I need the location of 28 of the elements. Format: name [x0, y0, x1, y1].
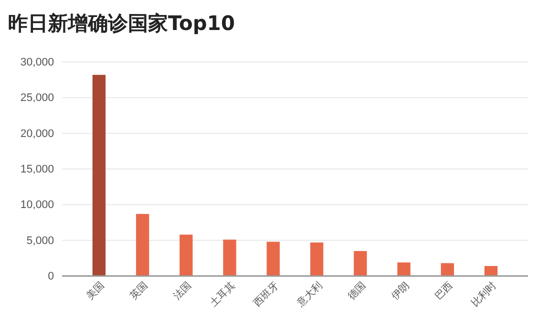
chart-title: 昨日新增确诊国家Top10 — [8, 11, 235, 35]
bar — [440, 263, 454, 276]
x-tick-label: 比利时 — [469, 280, 499, 310]
bar — [310, 242, 324, 276]
x-tick-label: 巴西 — [433, 280, 456, 302]
x-tick-label: 伊朗 — [389, 280, 412, 302]
x-tick-label: 意大利 — [294, 280, 325, 310]
bar — [136, 214, 150, 276]
y-tick-label: 30,000 — [20, 56, 54, 69]
y-tick-label: 25,000 — [20, 92, 54, 104]
bar — [354, 251, 367, 276]
x-tick-label: 英国 — [128, 280, 150, 302]
bar — [92, 74, 106, 276]
bar — [180, 234, 193, 276]
bar — [223, 240, 236, 276]
bar — [397, 262, 410, 276]
y-tick-label: 0 — [48, 270, 54, 283]
y-tick-label: 20,000 — [20, 128, 54, 140]
y-tick-label: 10,000 — [20, 199, 54, 212]
x-tick-label: 西班牙 — [251, 280, 281, 310]
bar — [484, 266, 498, 276]
x-tick-label: 德国 — [346, 280, 368, 302]
bar — [266, 242, 280, 276]
x-tick-label: 美国 — [84, 280, 107, 302]
x-tick-label: 土耳其 — [208, 280, 238, 310]
y-tick-label: 5,000 — [26, 234, 54, 247]
x-tick-label: 法国 — [171, 280, 194, 302]
y-tick-label: 15,000 — [20, 164, 54, 176]
